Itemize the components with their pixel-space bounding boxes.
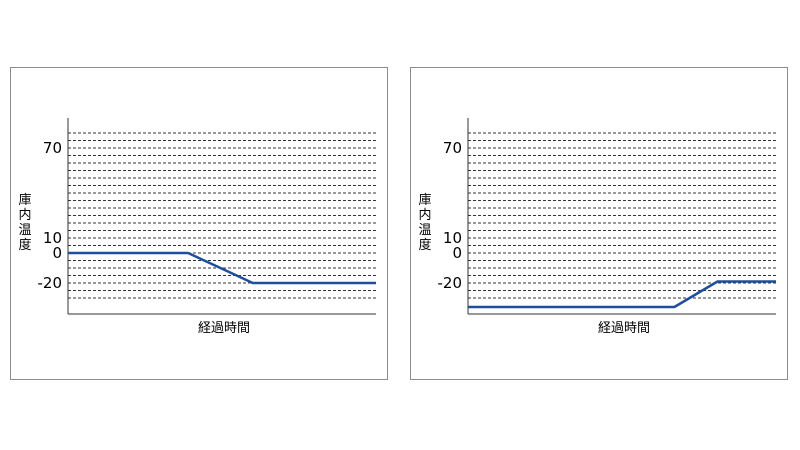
y-axis-title: 庫内温度: [18, 193, 31, 253]
chart-panel-right: 70 10 0 -20 庫内温度経過時間: [410, 67, 788, 380]
temperature-line: [468, 280, 776, 309]
x-axis-title: 経過時間: [598, 321, 650, 336]
y-tick-label: 0: [452, 244, 462, 262]
y-axis-title: 庫内温度: [418, 193, 431, 253]
x-axis-title: 経過時間: [198, 321, 250, 336]
y-tick-label: 10: [43, 229, 62, 247]
grid-lines: [468, 132, 776, 299]
y-tick-label: -20: [438, 274, 463, 292]
chart-panel-left: 70 10 0 -20 庫内温度経過時間: [10, 67, 388, 380]
temperature-line: [68, 251, 376, 285]
y-tick-label: -20: [38, 274, 63, 292]
y-tick-label: 70: [443, 139, 462, 157]
y-tick-label: 70: [43, 139, 62, 157]
y-tick-label: 10: [443, 229, 462, 247]
y-tick-label: 0: [52, 244, 62, 262]
grid-lines: [68, 132, 376, 299]
